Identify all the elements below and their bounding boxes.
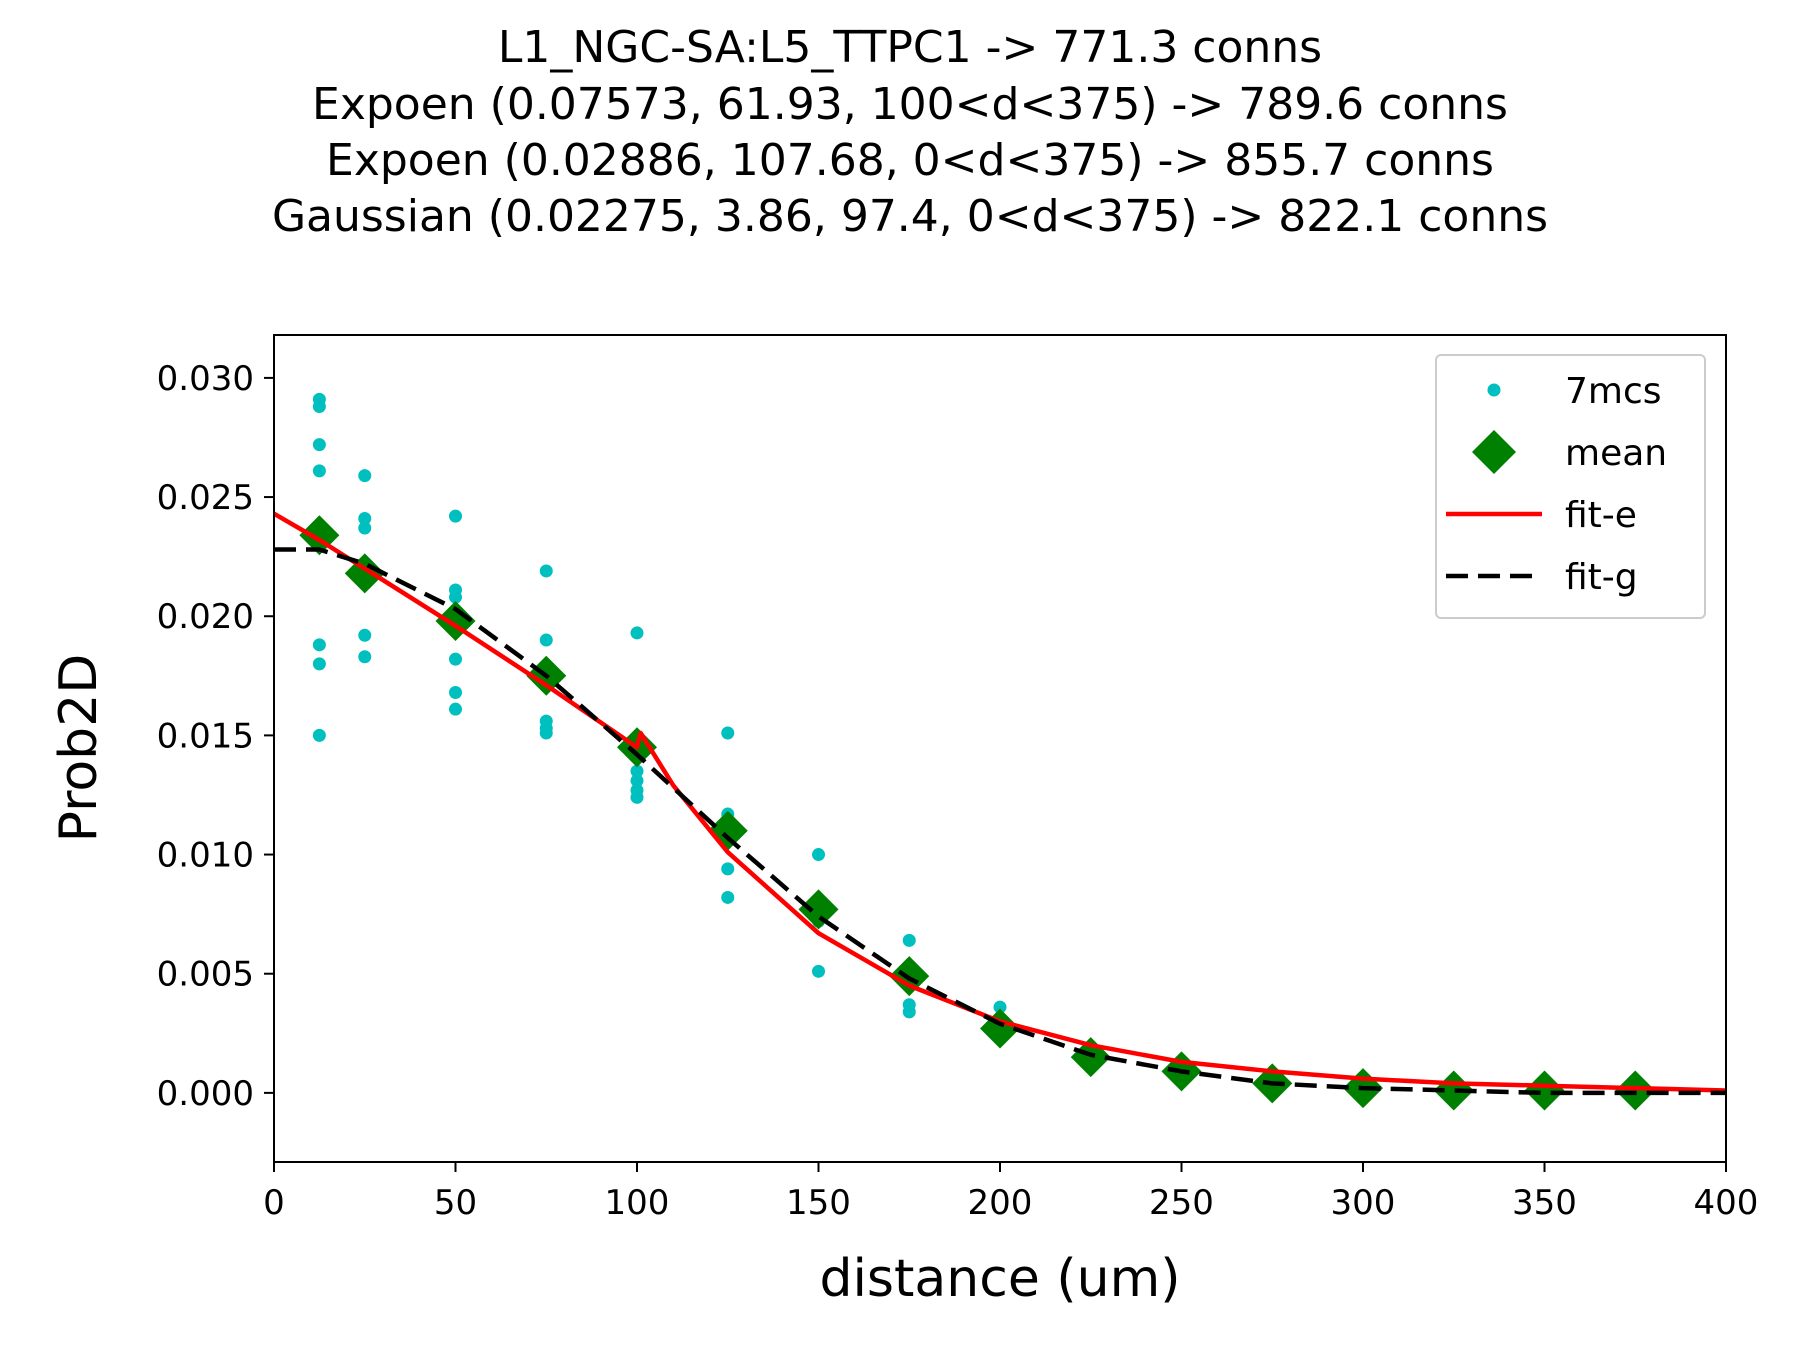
data-point-7mcs: [358, 628, 372, 642]
data-point-7mcs: [358, 650, 372, 664]
y-axis-label: Prob2D: [49, 654, 109, 843]
y-tick-label: 0.010: [157, 836, 254, 876]
title-line: Expoen (0.02886, 107.68, 0<d<375) -> 855…: [326, 135, 1494, 186]
data-point-7mcs: [812, 964, 825, 978]
data-point-7mcs: [630, 774, 644, 788]
x-tick-label: 300: [1331, 1183, 1396, 1223]
data-point-mean: [798, 889, 839, 930]
y-tick-label: 0.005: [157, 955, 254, 995]
data-point-7mcs: [358, 512, 372, 526]
legend-label: fit-e: [1565, 495, 1637, 536]
x-axis-label: distance (um): [819, 1249, 1180, 1309]
data-point-7mcs: [312, 728, 326, 742]
data-point-7mcs: [721, 726, 735, 740]
data-point-7mcs: [449, 652, 462, 666]
data-point-7mcs: [449, 685, 462, 699]
data-point-7mcs: [902, 1005, 916, 1019]
data-point-mean: [1433, 1070, 1474, 1111]
data-point-mean: [707, 810, 748, 851]
y-tick-label: 0.025: [157, 478, 254, 518]
data-point-7mcs: [630, 790, 644, 804]
legend: 7mcs mean fit-e fit-g: [1435, 354, 1706, 619]
legend-frame: [1435, 354, 1706, 619]
data-point-7mcs: [539, 726, 553, 740]
x-tick-label: 100: [605, 1183, 670, 1223]
data-point-7mcs: [358, 521, 372, 535]
title-line: Expoen (0.07573, 61.93, 100<d<375) -> 78…: [312, 79, 1508, 130]
y-tick-label: 0.020: [157, 597, 254, 637]
y-axis: 0.000 0.005 0.010 0.015 0.020 0.025 0.030: [157, 359, 274, 1114]
x-tick-label: 400: [1694, 1183, 1759, 1223]
legend-marker-mean: [1472, 430, 1516, 474]
data-point-7mcs: [312, 638, 326, 652]
data-point-7mcs: [449, 509, 462, 523]
x-tick-label: 150: [786, 1183, 851, 1223]
data-point-7mcs: [539, 633, 553, 647]
data-point-mean: [1615, 1070, 1656, 1111]
x-tick-label: 200: [968, 1183, 1033, 1223]
legend-marker-7mcs: [1487, 383, 1501, 397]
data-point-7mcs: [993, 1000, 1007, 1014]
title-line: Gaussian (0.02275, 3.86, 97.4, 0<d<375) …: [272, 191, 1548, 242]
y-tick-label: 0.000: [157, 1074, 254, 1114]
data-point-7mcs: [812, 848, 825, 862]
chart-title: L1_NGC-SA:L5_TTPC1 -> 771.3 conns Expoen…: [272, 22, 1548, 242]
data-point-7mcs: [539, 564, 553, 578]
y-tick-label: 0.030: [157, 359, 254, 399]
data-point-7mcs: [449, 590, 462, 604]
data-point-7mcs: [358, 469, 372, 483]
data-point-7mcs: [449, 702, 462, 716]
data-point-7mcs: [721, 862, 735, 876]
data-point-7mcs: [312, 657, 326, 671]
data-point-7mcs: [630, 764, 644, 778]
legend-label: fit-g: [1565, 557, 1638, 598]
data-point-7mcs: [312, 438, 326, 452]
series-line-fit-g: [274, 547, 1726, 1096]
title-line: L1_NGC-SA:L5_TTPC1 -> 771.3 conns: [498, 22, 1322, 73]
x-tick-label: 250: [1149, 1183, 1214, 1223]
y-tick-label: 0.015: [157, 716, 254, 756]
data-point-7mcs: [902, 933, 916, 947]
x-axis: 0 50 100 150 200 250 300 350 400: [263, 1162, 1758, 1223]
data-point-7mcs: [721, 890, 735, 904]
x-tick-label: 350: [1512, 1183, 1577, 1223]
series-layer: [274, 392, 1726, 1111]
legend-label: 7mcs: [1565, 371, 1662, 412]
series-line-fit-e: [274, 511, 1726, 1093]
data-point-7mcs: [312, 399, 326, 413]
data-point-7mcs: [312, 464, 326, 478]
data-point-7mcs: [630, 626, 644, 640]
legend-label: mean: [1565, 433, 1667, 474]
data-point-mean: [1524, 1070, 1565, 1111]
x-tick-label: 0: [263, 1183, 285, 1223]
x-tick-label: 50: [434, 1183, 477, 1223]
